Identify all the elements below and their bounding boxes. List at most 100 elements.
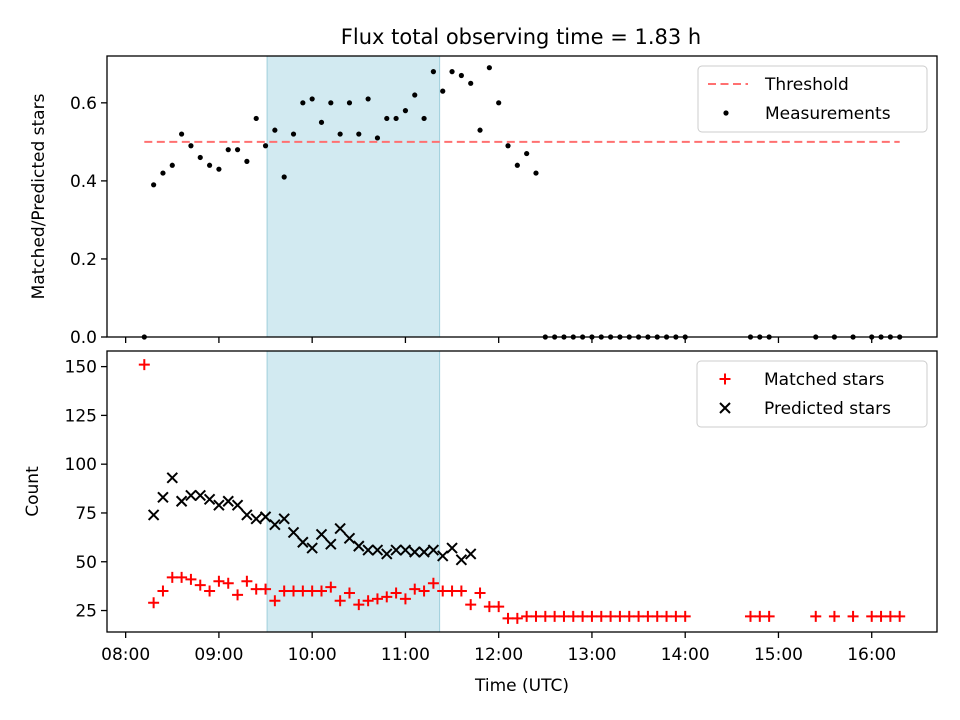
data-point <box>754 610 766 622</box>
data-point <box>157 491 169 504</box>
data-point <box>185 489 197 502</box>
data-point <box>179 131 185 137</box>
data-point <box>281 174 287 180</box>
data-point <box>679 610 691 622</box>
data-point <box>343 532 356 545</box>
data-point <box>521 610 533 622</box>
data-point <box>458 72 464 79</box>
legend-label: Measurements <box>765 104 891 124</box>
data-point <box>259 511 272 523</box>
data-point <box>278 513 290 525</box>
data-point <box>595 610 607 622</box>
x-tick-label: 14:00 <box>661 645 710 665</box>
data-point <box>409 546 421 558</box>
data-point <box>384 115 390 122</box>
data-point <box>486 65 492 71</box>
data-point <box>306 542 318 554</box>
data-point <box>337 131 343 137</box>
data-point <box>533 170 539 176</box>
data-point <box>642 610 654 622</box>
data-point <box>353 599 365 611</box>
y-axis-label: Matched/Predicted stars <box>29 93 49 299</box>
data-point <box>328 100 334 106</box>
legend-swatch <box>719 373 731 385</box>
data-point <box>176 571 188 583</box>
chart-title: Flux total observing time = 1.83 h <box>341 25 701 49</box>
data-point <box>440 88 446 94</box>
data-point <box>297 536 309 548</box>
legend-label: Threshold <box>764 75 849 95</box>
data-point <box>437 550 449 562</box>
data-point <box>325 581 337 593</box>
data-point <box>390 587 402 599</box>
x-tick-label: 12:00 <box>474 645 523 665</box>
data-point <box>381 591 393 603</box>
data-point <box>148 597 160 609</box>
data-point <box>502 612 514 624</box>
data-point <box>847 610 859 622</box>
data-point <box>418 546 430 558</box>
legend-swatch <box>723 110 729 116</box>
data-point <box>412 92 418 98</box>
data-point <box>455 585 467 597</box>
data-point <box>418 585 430 597</box>
y-axis-label: Count <box>23 466 43 517</box>
data-point <box>875 610 887 622</box>
data-point <box>222 495 234 507</box>
data-point <box>194 489 206 502</box>
data-point <box>828 610 840 622</box>
series-predicted-stars <box>147 472 477 566</box>
data-point <box>234 147 241 153</box>
top-panel: 0.0 0.2 0.4 0.6 Matched/Predicted stars Thres… <box>29 55 938 348</box>
data-point <box>204 585 216 597</box>
y-tick-label: 0.2 <box>70 250 97 270</box>
data-point <box>374 135 381 141</box>
data-point <box>586 610 598 622</box>
axes-frame <box>106 350 938 633</box>
data-point <box>269 518 281 531</box>
data-point <box>356 131 362 137</box>
axes-frame <box>106 55 938 338</box>
data-point <box>253 115 259 122</box>
y-tick-label: 100 <box>65 455 97 475</box>
legend-label: Predicted stars <box>764 399 891 419</box>
data-point <box>225 147 231 153</box>
data-point <box>166 571 178 583</box>
data-point <box>402 108 409 114</box>
bottom-panel: 25 50 75 100 125 150 08:00 09:00 10:00 11:00 12:00… <box>23 350 938 696</box>
data-point <box>188 143 194 149</box>
y-tick-label: 125 <box>65 406 97 426</box>
data-point <box>493 601 505 613</box>
data-point <box>231 499 244 511</box>
data-point <box>894 610 906 622</box>
data-point <box>241 509 253 521</box>
data-point <box>524 150 530 157</box>
data-point <box>362 544 374 556</box>
data-point <box>147 509 160 521</box>
data-point <box>558 610 570 622</box>
x-tick-label: 15:00 <box>754 645 803 665</box>
data-point <box>362 595 374 607</box>
data-point <box>306 585 318 597</box>
data-point <box>315 528 328 541</box>
data-point <box>539 610 551 622</box>
data-point <box>260 583 272 595</box>
data-point <box>346 100 353 106</box>
data-point <box>763 610 775 622</box>
data-point <box>421 115 427 122</box>
data-point <box>343 587 355 599</box>
data-point <box>232 589 244 601</box>
data-point <box>213 499 225 511</box>
data-point <box>309 96 315 102</box>
y-tick-label: 0.4 <box>70 172 97 192</box>
data-point <box>175 495 188 507</box>
y-tick-label: 50 <box>75 553 97 573</box>
x-tick-label: 10:00 <box>288 645 337 665</box>
data-point <box>446 585 458 597</box>
x-tick-label: 13:00 <box>567 645 616 665</box>
data-point <box>549 610 561 622</box>
data-point <box>272 127 278 133</box>
x-tick-label: 16:00 <box>847 645 896 665</box>
shaded-region <box>266 55 441 338</box>
